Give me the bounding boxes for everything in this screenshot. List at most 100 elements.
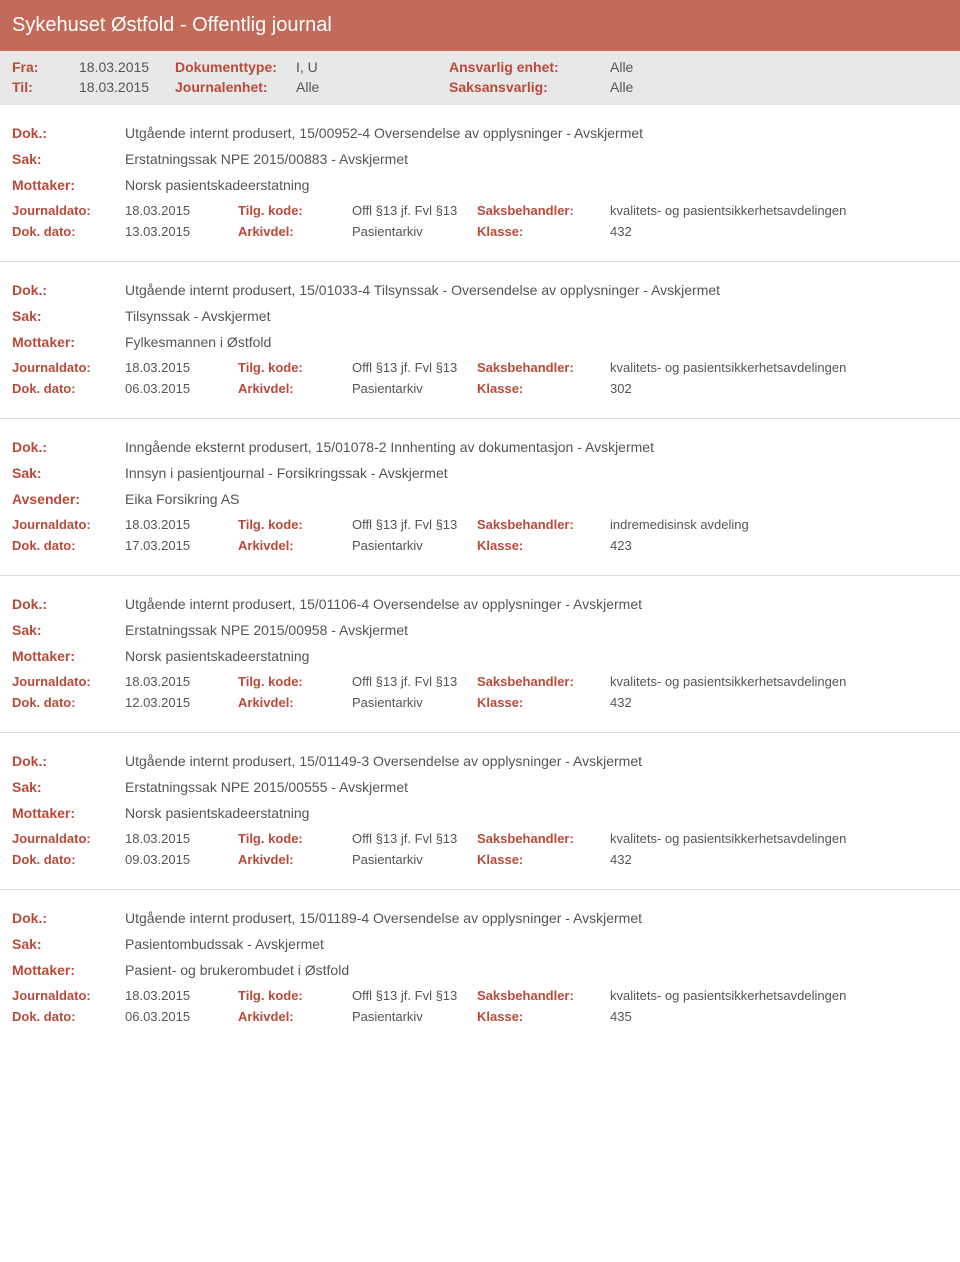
dok-label: Dok.: [12,910,125,926]
klasse-label: Klasse: [477,381,610,396]
tilgkode-label: Tilg. kode: [238,517,352,532]
arkivdel-label: Arkivdel: [238,1009,352,1024]
til-label: Til: [12,79,79,95]
journal-entry: Dok.:Inngående eksternt produsert, 15/01… [0,419,960,576]
dok-label: Dok.: [12,125,125,141]
arkivdel-label: Arkivdel: [238,224,352,239]
fra-label: Fra: [12,59,79,75]
klasse-value: 432 [610,852,632,867]
til-value: 18.03.2015 [79,79,175,95]
tilgkode-label: Tilg. kode: [238,674,352,689]
party-label: Avsender: [12,491,125,507]
dokdato-value: 06.03.2015 [125,381,238,396]
klasse-label: Klasse: [477,852,610,867]
dok-label: Dok.: [12,282,125,298]
arkivdel-value: Pasientarkiv [352,695,477,710]
saksbeh-label: Saksbehandler: [477,203,610,218]
journaldato-value: 18.03.2015 [125,203,238,218]
fra-value: 18.03.2015 [79,59,175,75]
dok-value: Utgående internt produsert, 15/01189-4 O… [125,910,642,926]
dokdato-value: 06.03.2015 [125,1009,238,1024]
arkivdel-value: Pasientarkiv [352,224,477,239]
tilgkode-label: Tilg. kode: [238,988,352,1003]
arkivdel-value: Pasientarkiv [352,852,477,867]
saksbeh-value: kvalitets- og pasientsikkerhetsavdelinge… [610,674,846,689]
saksbeh-label: Saksbehandler: [477,517,610,532]
party-value: Norsk pasientskadeerstatning [125,177,309,193]
journaldato-value: 18.03.2015 [125,988,238,1003]
journal-entry: Dok.:Utgående internt produsert, 15/0110… [0,576,960,733]
klasse-label: Klasse: [477,695,610,710]
jenhet-value: Alle [296,79,449,95]
dokdato-value: 17.03.2015 [125,538,238,553]
journal-entry: Dok.:Utgående internt produsert, 15/0118… [0,890,960,1046]
party-label: Mottaker: [12,962,125,978]
klasse-value: 432 [610,695,632,710]
saksbeh-value: kvalitets- og pasientsikkerhetsavdelinge… [610,203,846,218]
saksbeh-value: kvalitets- og pasientsikkerhetsavdelinge… [610,988,846,1003]
entries-list: Dok.:Utgående internt produsert, 15/0095… [0,105,960,1046]
tilgkode-value: Offl §13 jf. Fvl §13 [352,203,477,218]
journaldato-value: 18.03.2015 [125,517,238,532]
arkivdel-label: Arkivdel: [238,381,352,396]
dok-value: Utgående internt produsert, 15/00952-4 O… [125,125,643,141]
sak-label: Sak: [12,151,125,167]
tilgkode-label: Tilg. kode: [238,203,352,218]
dokdato-label: Dok. dato: [12,1009,125,1024]
saksansvarlig-label: Saksansvarlig: [449,79,610,95]
party-label: Mottaker: [12,177,125,193]
sak-label: Sak: [12,936,125,952]
journaldato-value: 18.03.2015 [125,831,238,846]
journaldato-label: Journaldato: [12,831,125,846]
party-label: Mottaker: [12,334,125,350]
party-value: Norsk pasientskadeerstatning [125,648,309,664]
saksbeh-label: Saksbehandler: [477,674,610,689]
dokdato-value: 09.03.2015 [125,852,238,867]
doktype-value: I, U [296,59,449,75]
saksbeh-label: Saksbehandler: [477,988,610,1003]
saksbeh-value: kvalitets- og pasientsikkerhetsavdelinge… [610,831,846,846]
sak-value: Erstatningssak NPE 2015/00555 - Avskjerm… [125,779,408,795]
sak-label: Sak: [12,465,125,481]
arkivdel-label: Arkivdel: [238,852,352,867]
ansvarlig-value: Alle [610,59,633,75]
sak-value: Innsyn i pasientjournal - Forsikringssak… [125,465,448,481]
journaldato-label: Journaldato: [12,674,125,689]
arkivdel-label: Arkivdel: [238,538,352,553]
journal-entry: Dok.:Utgående internt produsert, 15/0114… [0,733,960,890]
party-value: Eika Forsikring AS [125,491,239,507]
journaldato-value: 18.03.2015 [125,360,238,375]
saksansvarlig-value: Alle [610,79,633,95]
klasse-label: Klasse: [477,224,610,239]
arkivdel-label: Arkivdel: [238,695,352,710]
jenhet-label: Journalenhet: [175,79,296,95]
arkivdel-value: Pasientarkiv [352,1009,477,1024]
sak-label: Sak: [12,308,125,324]
party-label: Mottaker: [12,648,125,664]
tilgkode-value: Offl §13 jf. Fvl §13 [352,674,477,689]
journal-entry: Dok.:Utgående internt produsert, 15/0103… [0,262,960,419]
journaldato-label: Journaldato: [12,988,125,1003]
page-title: Sykehuset Østfold - Offentlig journal [0,0,960,51]
klasse-label: Klasse: [477,1009,610,1024]
dok-value: Inngående eksternt produsert, 15/01078-2… [125,439,654,455]
journaldato-label: Journaldato: [12,360,125,375]
journal-entry: Dok.:Utgående internt produsert, 15/0095… [0,105,960,262]
klasse-value: 432 [610,224,632,239]
journaldato-label: Journaldato: [12,517,125,532]
dok-label: Dok.: [12,596,125,612]
doktype-label: Dokumenttype: [175,59,296,75]
dokdato-value: 13.03.2015 [125,224,238,239]
klasse-value: 302 [610,381,632,396]
party-value: Norsk pasientskadeerstatning [125,805,309,821]
dok-value: Utgående internt produsert, 15/01106-4 O… [125,596,642,612]
party-value: Fylkesmannen i Østfold [125,334,271,350]
sak-label: Sak: [12,622,125,638]
saksbeh-label: Saksbehandler: [477,360,610,375]
dok-value: Utgående internt produsert, 15/01149-3 O… [125,753,642,769]
sak-value: Pasientombudssak - Avskjermet [125,936,324,952]
sak-value: Tilsynssak - Avskjermet [125,308,270,324]
dok-label: Dok.: [12,753,125,769]
dokdato-value: 12.03.2015 [125,695,238,710]
tilgkode-value: Offl §13 jf. Fvl §13 [352,831,477,846]
